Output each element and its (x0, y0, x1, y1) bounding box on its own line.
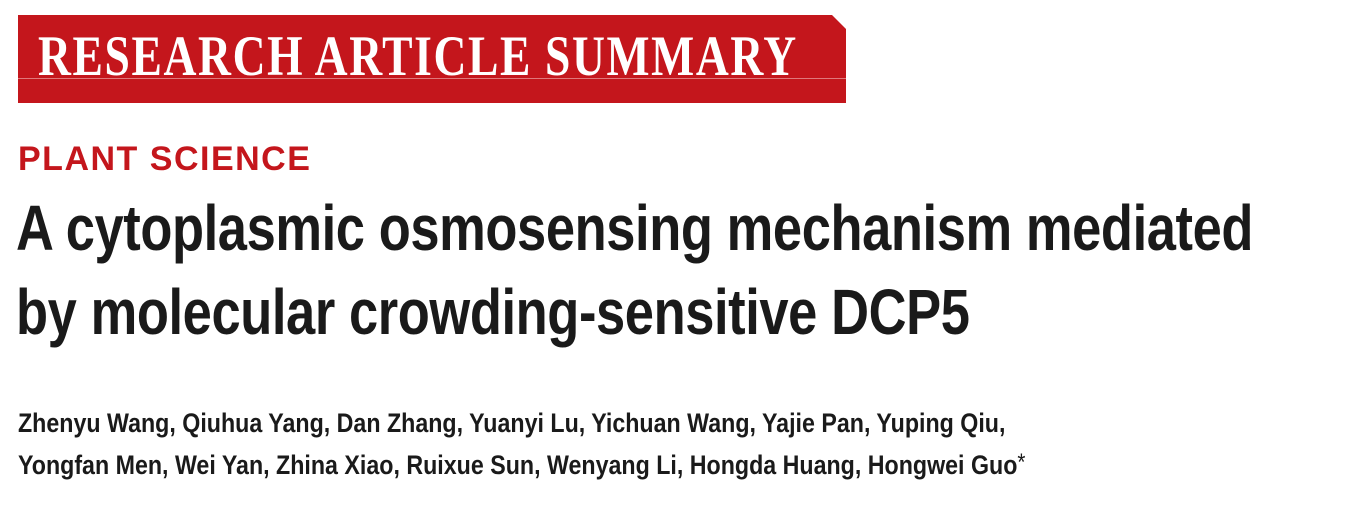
authors-line-2: Yongfan Men, Wei Yan, Zhina Xiao, Ruixue… (18, 443, 1025, 485)
article-title: A cytoplasmic osmosensing mechanism medi… (16, 186, 1253, 354)
section-label: PLANT SCIENCE (18, 140, 312, 178)
article-type-banner: RESEARCH ARTICLE SUMMARY (18, 15, 846, 103)
authors-line-1: Zhenyu Wang, Qiuhua Yang, Dan Zhang, Yua… (18, 408, 1006, 438)
banner-rule (18, 78, 846, 79)
author-list: Zhenyu Wang, Qiuhua Yang, Dan Zhang, Yua… (18, 404, 1025, 485)
authors-line-2-text: Yongfan Men, Wei Yan, Zhina Xiao, Ruixue… (18, 450, 1018, 480)
corresponding-author-marker: * (1017, 449, 1026, 476)
article-type-label: RESEARCH ARTICLE SUMMARY (38, 25, 798, 88)
title-line-2: by molecular crowding-sensitive DCP5 (16, 276, 970, 348)
title-line-1: A cytoplasmic osmosensing mechanism medi… (16, 192, 1254, 264)
